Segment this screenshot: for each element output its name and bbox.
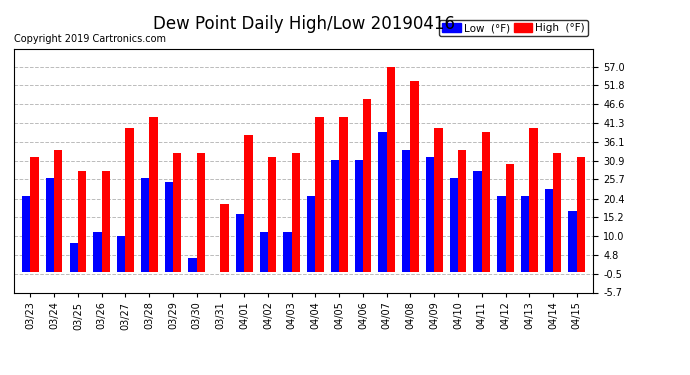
Bar xyxy=(93,232,101,272)
Bar xyxy=(521,196,529,272)
Bar xyxy=(402,150,411,272)
Text: Dew Point Daily High/Low 20190416: Dew Point Daily High/Low 20190416 xyxy=(152,15,455,33)
Bar xyxy=(386,67,395,272)
Bar xyxy=(378,132,386,272)
Bar xyxy=(450,178,458,272)
Bar xyxy=(315,117,324,272)
Bar xyxy=(165,182,173,272)
Bar xyxy=(307,196,315,272)
Bar xyxy=(434,128,442,272)
Bar xyxy=(173,153,181,272)
Bar xyxy=(117,236,126,272)
Bar xyxy=(78,171,86,272)
Bar xyxy=(292,153,300,272)
Bar xyxy=(101,171,110,272)
Bar xyxy=(55,150,63,272)
Bar xyxy=(30,157,39,272)
Bar xyxy=(577,157,585,272)
Bar xyxy=(149,117,157,272)
Bar xyxy=(458,150,466,272)
Bar xyxy=(236,214,244,272)
Bar xyxy=(244,135,253,272)
Bar xyxy=(268,157,276,272)
Bar xyxy=(46,178,55,272)
Text: Copyright 2019 Cartronics.com: Copyright 2019 Cartronics.com xyxy=(14,34,166,44)
Bar xyxy=(426,157,434,272)
Bar xyxy=(553,153,562,272)
Bar xyxy=(411,81,419,272)
Bar xyxy=(473,171,482,272)
Bar xyxy=(126,128,134,272)
Bar xyxy=(497,196,506,272)
Bar xyxy=(22,196,30,272)
Bar xyxy=(529,128,538,272)
Bar xyxy=(544,189,553,272)
Bar xyxy=(70,243,78,272)
Bar xyxy=(331,160,339,272)
Bar xyxy=(141,178,149,272)
Bar xyxy=(506,164,514,272)
Bar xyxy=(188,258,197,272)
Bar xyxy=(569,211,577,272)
Legend: Low  (°F), High  (°F): Low (°F), High (°F) xyxy=(440,20,588,36)
Bar xyxy=(284,232,292,272)
Bar xyxy=(339,117,348,272)
Bar xyxy=(197,153,205,272)
Bar xyxy=(221,204,229,272)
Bar xyxy=(482,132,490,272)
Bar xyxy=(355,160,363,272)
Bar xyxy=(259,232,268,272)
Bar xyxy=(363,99,371,272)
